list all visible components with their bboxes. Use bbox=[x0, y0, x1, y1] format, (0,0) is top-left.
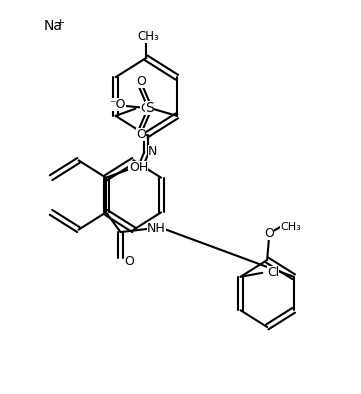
Text: O: O bbox=[264, 227, 274, 240]
Text: Na: Na bbox=[43, 19, 62, 33]
Text: O: O bbox=[136, 75, 146, 87]
Text: OH: OH bbox=[129, 162, 148, 174]
Text: Cl: Cl bbox=[267, 266, 279, 279]
Text: N: N bbox=[128, 162, 137, 175]
Text: Cl: Cl bbox=[140, 102, 152, 115]
Text: CH₃: CH₃ bbox=[137, 30, 159, 43]
Text: CH₃: CH₃ bbox=[280, 221, 301, 232]
Text: S: S bbox=[145, 101, 154, 115]
Text: ⁻O: ⁻O bbox=[109, 98, 126, 110]
Text: O: O bbox=[125, 255, 134, 268]
Text: O: O bbox=[136, 128, 146, 141]
Text: NH: NH bbox=[147, 222, 166, 234]
Text: N: N bbox=[148, 145, 157, 158]
Text: +: + bbox=[56, 18, 65, 28]
